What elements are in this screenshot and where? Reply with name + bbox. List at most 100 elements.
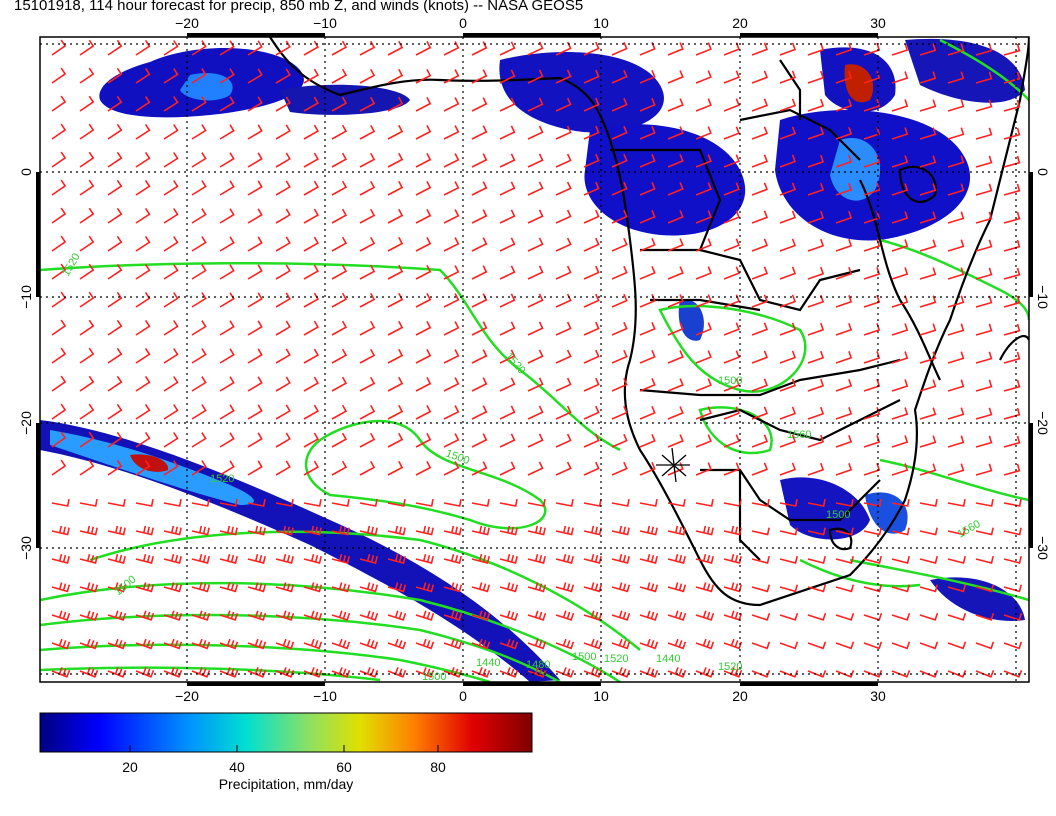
wind-barb-icon — [1003, 239, 1021, 252]
wind-barb-icon — [1003, 71, 1021, 84]
wind-barb-icon — [499, 153, 516, 168]
wind-barb-icon — [359, 208, 376, 224]
wind-barb-icon — [163, 96, 179, 112]
wind-barb-icon — [583, 405, 600, 420]
wind-barb-icon — [107, 151, 123, 168]
wind-barb-icon — [331, 667, 351, 678]
contour-1480 — [40, 613, 561, 682]
wind-barb-icon — [191, 96, 207, 112]
wind-barb-icon — [387, 610, 407, 621]
wind-barb-icon — [779, 154, 797, 168]
wind-barb-icon — [303, 404, 319, 420]
wind-barb-icon — [79, 235, 95, 252]
tick-label: 0 — [459, 15, 467, 31]
wind-barb-icon — [499, 553, 518, 564]
wind-barb-icon — [247, 68, 263, 84]
wind-barb-icon — [863, 527, 882, 536]
wind-barb-icon — [415, 321, 432, 336]
wind-barb-icon — [219, 208, 235, 224]
wind-barb-icon — [135, 151, 151, 168]
wind-barb-icon — [667, 42, 684, 56]
wind-barb-icon — [695, 610, 715, 621]
wind-barb-icon — [219, 404, 235, 420]
tick-label: 20 — [732, 688, 748, 704]
wind-barb-icon — [667, 499, 686, 507]
wind-barb-icon — [611, 349, 628, 364]
precip-blob-east-core — [830, 138, 881, 201]
wind-barb-icon — [331, 236, 348, 252]
wind-barb-icon — [751, 406, 769, 420]
tick-label: 20 — [732, 15, 748, 31]
wind-barb-icon — [387, 96, 404, 112]
wind-barb-icon — [107, 123, 123, 140]
wind-barb-icon — [975, 155, 993, 168]
contour-label: 1440 — [476, 657, 500, 669]
wind-barb-icon — [639, 525, 658, 536]
wind-barb-icon — [303, 236, 319, 252]
wind-barb-icon — [891, 407, 909, 420]
wind-barb-icon — [471, 377, 488, 392]
wind-barb-icon — [947, 499, 966, 507]
wind-barb-icon — [555, 265, 572, 280]
wind-barb-icon — [919, 127, 937, 140]
wind-barb-icon — [51, 39, 67, 56]
wind-barb-icon — [1003, 556, 1022, 564]
wind-barb-icon — [191, 376, 207, 392]
wind-barb-icon — [975, 127, 993, 140]
wind-barb-icon — [107, 553, 126, 564]
wind-barb-icon — [863, 584, 883, 593]
wind-barb-icon — [947, 670, 967, 678]
wind-barb-icon — [191, 553, 210, 564]
wind-barb-icon — [919, 267, 937, 280]
wind-barb-icon — [527, 553, 546, 564]
tick-label: −20 — [18, 411, 34, 435]
tick-label: 0 — [18, 168, 34, 176]
wind-barb-icon — [779, 126, 797, 140]
wind-barb-icon — [947, 407, 965, 420]
wind-barb-icon — [443, 69, 460, 84]
wind-barb-icon — [107, 67, 123, 84]
wind-barb-icon — [891, 267, 909, 280]
wind-barb-icon — [303, 124, 319, 140]
wind-barb-icon — [247, 460, 263, 476]
wind-barb-icon — [807, 70, 825, 84]
wind-barb-icon — [135, 207, 151, 224]
wind-barb-icon — [275, 180, 291, 196]
wind-barb-icon — [695, 378, 712, 392]
wind-barb-icon — [807, 556, 826, 564]
wind-barb-icon — [51, 431, 67, 448]
wind-barb-icon — [947, 239, 965, 252]
wind-barb-icon — [639, 321, 656, 336]
wind-barb-icon — [107, 582, 127, 593]
wind-barb-icon — [751, 556, 770, 564]
wind-barb-icon — [303, 292, 319, 308]
border-1 — [610, 148, 722, 252]
wind-barb-icon — [779, 238, 797, 252]
wind-barb-icon — [779, 350, 797, 364]
wind-barb-icon — [163, 460, 179, 476]
tick-label: −30 — [1035, 536, 1051, 560]
wind-barb-icon — [555, 153, 572, 168]
wind-barb-icon — [751, 210, 769, 224]
precip-blob-itcz-west-core — [180, 72, 233, 101]
wind-barb-icon — [835, 350, 853, 364]
wind-barb-icon — [667, 350, 684, 364]
tick-label: −20 — [1035, 411, 1051, 435]
wind-barb-icon — [359, 404, 376, 420]
wind-barb-icon — [107, 525, 126, 536]
wind-barb-icon — [695, 406, 712, 420]
wind-barb-icon — [835, 584, 855, 593]
wind-barb-icon — [835, 670, 855, 678]
wind-barb-icon — [303, 667, 323, 678]
contour-north-east — [939, 38, 1029, 101]
wind-barb-icon — [667, 638, 687, 650]
wind-barb-icon — [835, 42, 853, 56]
wind-barb-icon — [163, 292, 179, 308]
wind-barb-icon — [975, 670, 995, 678]
wind-barb-icon — [583, 181, 600, 196]
wind-barb-icon — [695, 238, 712, 252]
wind-barb-icon — [527, 349, 544, 364]
wind-barb-icon — [891, 556, 910, 564]
wind-barb-icon — [303, 180, 319, 196]
